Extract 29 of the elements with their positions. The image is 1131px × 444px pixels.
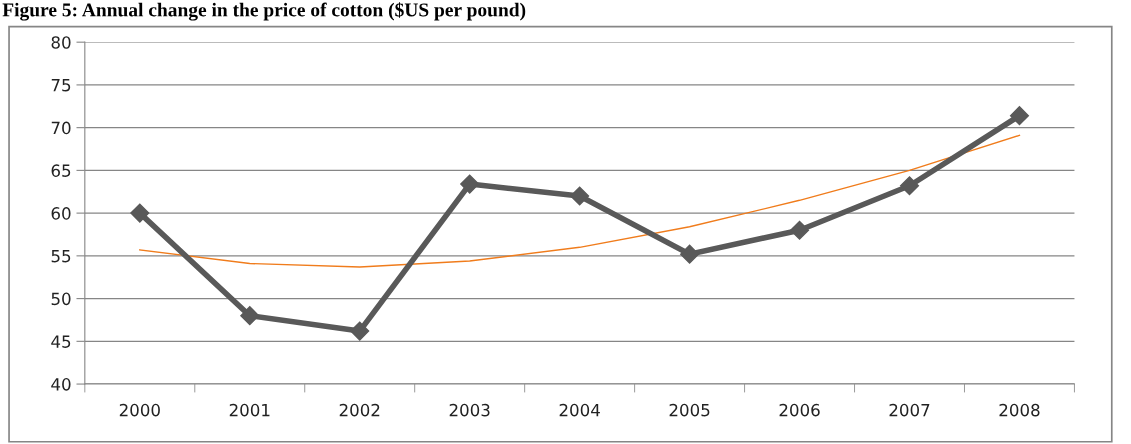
point	[240, 306, 260, 326]
point	[899, 176, 920, 196]
y-tick-label: 80	[51, 36, 71, 49]
x-tick-label: 2002	[339, 403, 380, 417]
point	[680, 244, 700, 264]
y-tick-label: 75	[51, 79, 71, 92]
y-tick-label: 60	[51, 207, 71, 220]
x-tick-label: 2000	[119, 403, 160, 417]
x-tick-label: 2005	[669, 403, 710, 417]
x-tick-label: 2007	[889, 403, 930, 417]
chart-title: Figure 5: Annual change in the price of cotton ($US per pound)	[2, 2, 526, 21]
point	[570, 186, 590, 206]
point	[130, 203, 150, 223]
x-tick-label: 2004	[559, 403, 600, 417]
x-tick-label: 2008	[999, 403, 1040, 417]
point	[1009, 106, 1030, 126]
y-tick-label: 40	[51, 378, 71, 391]
line-series	[139, 134, 1021, 268]
point	[460, 174, 480, 194]
y-tick-label: 70	[51, 121, 71, 135]
point	[350, 321, 370, 341]
x-tick-label: 2001	[229, 403, 270, 417]
y-tick-label: 55	[51, 250, 71, 263]
y-tick-label: 45	[51, 335, 71, 348]
point	[790, 220, 810, 240]
x-tick-label: 2006	[779, 403, 820, 417]
y-tick-label: 65	[51, 164, 71, 177]
y-tick-label: 50	[51, 292, 71, 306]
x-tick-label: 2003	[449, 403, 490, 417]
